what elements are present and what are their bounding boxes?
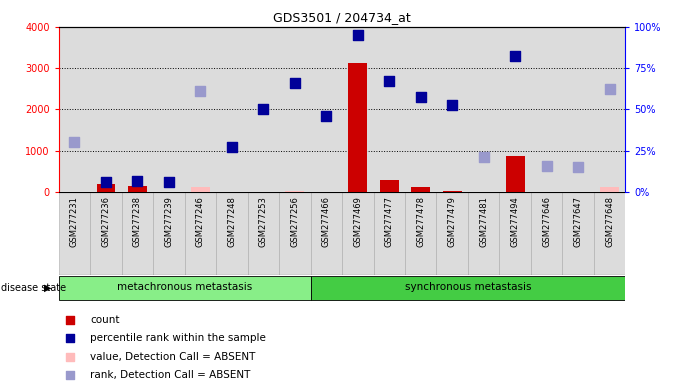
Text: GSM277256: GSM277256 [290, 196, 299, 247]
Bar [405, 192, 437, 275]
Bar [310, 276, 625, 300]
Text: GSM277477: GSM277477 [385, 196, 394, 247]
Bar [153, 27, 184, 192]
Bar [310, 192, 342, 275]
Text: GSM277236: GSM277236 [102, 196, 111, 247]
Bar [184, 27, 216, 192]
Bar [600, 187, 619, 192]
Text: value, Detection Call = ABSENT: value, Detection Call = ABSENT [90, 352, 255, 362]
Text: percentile rank within the sample: percentile rank within the sample [90, 333, 266, 343]
Text: GSM277494: GSM277494 [511, 196, 520, 247]
Bar [531, 27, 562, 192]
Point [352, 32, 363, 38]
Point [510, 53, 521, 59]
Bar [506, 157, 524, 192]
Text: GSM277479: GSM277479 [448, 196, 457, 247]
Point [195, 88, 206, 94]
Bar [216, 27, 247, 192]
Point [227, 144, 238, 150]
Text: GSM277469: GSM277469 [353, 196, 362, 247]
Point [64, 372, 75, 378]
Text: GSM277647: GSM277647 [574, 196, 583, 247]
Point [64, 317, 75, 323]
Point [604, 86, 615, 92]
Bar [59, 192, 91, 275]
Point [163, 179, 174, 185]
Text: metachronous metastasis: metachronous metastasis [117, 283, 252, 293]
Bar [443, 191, 462, 192]
Text: GSM277239: GSM277239 [164, 196, 173, 247]
Bar [310, 27, 342, 192]
Bar [342, 27, 374, 192]
Bar [247, 192, 279, 275]
Bar [594, 27, 625, 192]
Bar [468, 192, 500, 275]
Bar [59, 27, 91, 192]
Text: GSM277231: GSM277231 [70, 196, 79, 247]
Bar [59, 276, 310, 300]
Bar [594, 192, 625, 275]
Bar [374, 192, 405, 275]
Title: GDS3501 / 204734_at: GDS3501 / 204734_at [273, 11, 411, 24]
Point [478, 154, 489, 160]
Text: GSM277466: GSM277466 [322, 196, 331, 247]
Point [132, 178, 143, 184]
Text: GSM277238: GSM277238 [133, 196, 142, 247]
Bar [531, 192, 562, 275]
Text: GSM277648: GSM277648 [605, 196, 614, 247]
Point [258, 106, 269, 113]
Bar [468, 27, 500, 192]
Bar [437, 192, 468, 275]
Point [541, 163, 552, 169]
Text: GSM277478: GSM277478 [416, 196, 425, 247]
Bar [247, 27, 279, 192]
Bar [91, 27, 122, 192]
Text: GSM277253: GSM277253 [259, 196, 268, 247]
Point [384, 78, 395, 84]
Bar [348, 63, 367, 192]
Point [100, 179, 111, 185]
Point [69, 139, 80, 146]
Bar [437, 27, 468, 192]
Bar [191, 187, 210, 192]
Text: count: count [90, 315, 120, 325]
Bar [405, 27, 437, 192]
Text: rank, Detection Call = ABSENT: rank, Detection Call = ABSENT [90, 370, 250, 380]
Text: disease state: disease state [1, 283, 66, 293]
Bar [374, 27, 405, 192]
Bar [97, 184, 115, 192]
Text: GSM277246: GSM277246 [196, 196, 205, 247]
Point [64, 335, 75, 341]
Bar [380, 180, 399, 192]
Bar [279, 27, 310, 192]
Point [321, 113, 332, 119]
Bar [562, 192, 594, 275]
Text: ▶: ▶ [44, 283, 52, 293]
Text: synchronous metastasis: synchronous metastasis [405, 283, 531, 293]
Bar [500, 27, 531, 192]
Bar [91, 192, 122, 275]
Bar [279, 192, 310, 275]
Text: GSM277646: GSM277646 [542, 196, 551, 247]
Bar [216, 192, 247, 275]
Text: GSM277248: GSM277248 [227, 196, 236, 247]
Bar [128, 186, 147, 192]
Point [415, 94, 426, 100]
Point [290, 79, 301, 86]
Point [573, 164, 584, 170]
Point [446, 102, 457, 108]
Bar [285, 191, 304, 192]
Bar [122, 192, 153, 275]
Bar [342, 192, 374, 275]
Bar [562, 27, 594, 192]
Point [64, 354, 75, 360]
Bar [153, 192, 184, 275]
Bar [184, 192, 216, 275]
Bar [122, 27, 153, 192]
Bar [500, 192, 531, 275]
Bar [411, 187, 430, 192]
Text: GSM277481: GSM277481 [479, 196, 489, 247]
